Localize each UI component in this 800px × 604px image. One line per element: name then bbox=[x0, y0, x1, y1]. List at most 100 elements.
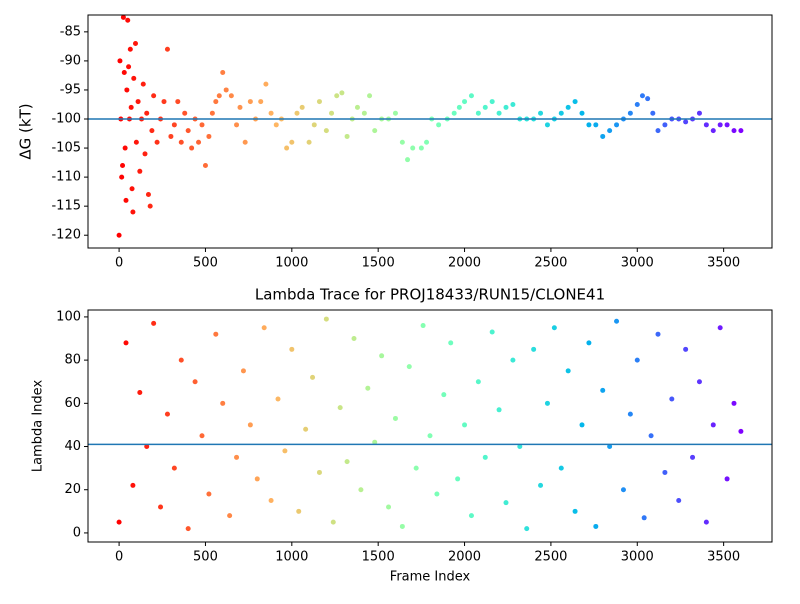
point bbox=[703, 519, 709, 525]
point bbox=[227, 513, 233, 519]
y-tick-label: -115 bbox=[51, 199, 81, 214]
point bbox=[456, 104, 462, 110]
point bbox=[154, 139, 160, 145]
point bbox=[645, 96, 651, 102]
point bbox=[123, 197, 129, 203]
point bbox=[399, 523, 405, 529]
point bbox=[189, 145, 195, 151]
y-tick-label: 100 bbox=[56, 309, 81, 324]
point bbox=[351, 336, 357, 342]
point bbox=[268, 498, 274, 504]
y-tick-label: 80 bbox=[64, 353, 81, 368]
point bbox=[650, 110, 656, 116]
point bbox=[614, 122, 620, 128]
point bbox=[627, 411, 633, 417]
point bbox=[600, 387, 606, 393]
point bbox=[323, 316, 329, 322]
point bbox=[158, 504, 164, 510]
point bbox=[579, 422, 585, 428]
point bbox=[655, 128, 661, 134]
point bbox=[724, 122, 730, 128]
point bbox=[510, 357, 516, 363]
point bbox=[147, 203, 153, 209]
point bbox=[503, 104, 509, 110]
point bbox=[372, 439, 378, 445]
point bbox=[641, 515, 647, 521]
x-tick-label: 0 bbox=[115, 256, 123, 271]
point bbox=[531, 346, 537, 352]
point bbox=[475, 379, 481, 385]
point bbox=[120, 14, 126, 20]
point bbox=[413, 465, 419, 471]
point bbox=[427, 433, 433, 439]
point bbox=[738, 128, 744, 134]
point bbox=[268, 110, 274, 116]
point bbox=[133, 139, 139, 145]
point bbox=[196, 139, 202, 145]
point bbox=[316, 99, 322, 105]
x-tick-label: 2500 bbox=[534, 256, 567, 271]
point bbox=[524, 526, 530, 532]
point bbox=[254, 476, 260, 482]
point bbox=[116, 232, 122, 238]
x-tick-label: 2000 bbox=[448, 550, 481, 565]
point bbox=[202, 162, 208, 168]
point bbox=[284, 145, 290, 151]
y-tick-label: -105 bbox=[51, 141, 81, 156]
point bbox=[137, 390, 143, 396]
point bbox=[496, 407, 502, 413]
point bbox=[129, 186, 135, 192]
x-tick-label: 2500 bbox=[534, 550, 567, 565]
point bbox=[126, 64, 132, 70]
point bbox=[127, 46, 133, 52]
point bbox=[149, 128, 155, 134]
point bbox=[448, 340, 454, 346]
point bbox=[510, 101, 516, 107]
point bbox=[436, 122, 442, 128]
point bbox=[151, 320, 157, 326]
point bbox=[683, 119, 689, 125]
point bbox=[329, 110, 335, 116]
point bbox=[593, 122, 599, 128]
point bbox=[558, 465, 564, 471]
point bbox=[199, 433, 205, 439]
x-tick-label: 3500 bbox=[707, 550, 740, 565]
point bbox=[296, 508, 302, 514]
y-tick-label: -90 bbox=[60, 53, 81, 68]
point bbox=[710, 128, 716, 134]
x-tick-label: 1000 bbox=[275, 256, 308, 271]
point bbox=[125, 17, 131, 23]
x-tick-label: 3500 bbox=[707, 256, 740, 271]
point bbox=[538, 110, 544, 116]
point bbox=[206, 491, 212, 497]
point bbox=[551, 325, 557, 331]
x-tick-label: 500 bbox=[193, 550, 218, 565]
point bbox=[489, 329, 495, 335]
point bbox=[164, 411, 170, 417]
point bbox=[455, 476, 461, 482]
point bbox=[579, 110, 585, 116]
y-tick-label: 0 bbox=[73, 525, 81, 540]
point bbox=[358, 487, 364, 493]
point bbox=[696, 110, 702, 116]
point bbox=[247, 99, 253, 105]
point bbox=[133, 40, 138, 46]
point bbox=[690, 454, 696, 460]
point bbox=[273, 122, 279, 128]
point bbox=[365, 385, 371, 391]
point bbox=[185, 526, 191, 532]
point bbox=[130, 209, 136, 215]
point bbox=[462, 422, 468, 428]
point bbox=[572, 99, 578, 105]
x-tick-label: 1000 bbox=[275, 550, 308, 565]
point bbox=[405, 157, 411, 163]
point bbox=[128, 104, 134, 110]
point bbox=[410, 145, 416, 151]
point bbox=[361, 110, 367, 116]
point bbox=[289, 346, 295, 352]
point bbox=[503, 500, 509, 506]
y-tick-label: 60 bbox=[64, 396, 81, 411]
point bbox=[420, 323, 426, 329]
